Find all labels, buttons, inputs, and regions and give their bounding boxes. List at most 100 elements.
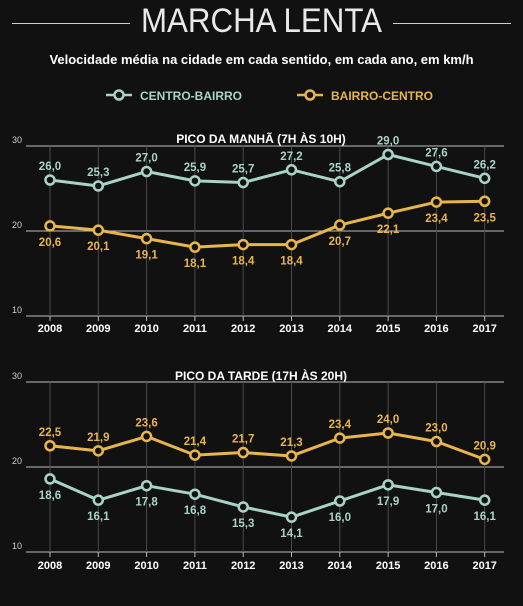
data-label: 16,1 [474, 511, 497, 523]
data-point [92, 180, 105, 192]
data-point [44, 220, 56, 232]
x-tick-label: 2013 [279, 323, 303, 335]
panel-title: PICO DA MANHÃ (7H ÀS 10H) [176, 131, 346, 146]
data-label: 22,1 [377, 224, 400, 236]
data-label: 25,8 [329, 163, 352, 175]
data-point [478, 172, 491, 185]
data-label: 15,3 [232, 518, 254, 530]
data-point [382, 148, 394, 161]
title-rule-left [12, 23, 130, 24]
data-label: 16,0 [329, 512, 351, 524]
data-point [430, 160, 443, 173]
data-label: 21,7 [232, 434, 254, 446]
data-label: 18,1 [184, 258, 207, 270]
data-point [44, 440, 56, 452]
data-label: 26,2 [474, 159, 496, 171]
data-label: 18,4 [280, 256, 303, 268]
data-label: 19,1 [135, 250, 158, 262]
series-line [49, 431, 486, 461]
data-point [478, 494, 491, 506]
data-point [334, 175, 346, 188]
x-tick-label: 2011 [183, 323, 207, 335]
data-label: 23,5 [474, 212, 497, 224]
page-subtitle: Velocidade média na cidade em cada senti… [49, 52, 474, 67]
panel-title: PICO DA TARDE (17H ÀS 20H) [175, 368, 347, 383]
data-point [334, 219, 346, 231]
data-point [285, 450, 298, 462]
x-tick-label: 2016 [424, 323, 448, 335]
y-tick-label: 10 [12, 541, 22, 551]
data-label: 24,0 [377, 414, 399, 426]
x-tick-label: 2008 [38, 560, 62, 572]
series-1: 26,0 25,3 27,0 25,9 25,7 27,2 25,8 29,0 27,6 26,2 [39, 136, 496, 192]
data-point [478, 453, 491, 466]
series-line [49, 199, 485, 249]
data-label: 25,7 [232, 164, 254, 176]
data-point [92, 224, 105, 236]
data-label: 20,6 [39, 237, 61, 249]
title-rule-right [393, 23, 511, 24]
data-point [430, 196, 443, 208]
data-label: 21,9 [87, 432, 109, 444]
x-tick-label: 2012 [231, 323, 255, 335]
data-point [237, 446, 249, 459]
data-point [430, 435, 443, 448]
data-label: 25,9 [184, 162, 206, 174]
legend-label: BAIRRO-CENTRO [331, 89, 433, 103]
data-label: 20,7 [329, 236, 351, 248]
x-tick-label: 2012 [231, 560, 255, 572]
data-label: 18,6 [39, 490, 61, 502]
data-label: 23,4 [329, 419, 352, 431]
data-label: 18,4 [232, 256, 255, 268]
data-point [44, 174, 56, 186]
chart-panel-2: PICO DA TARDE (17H ÀS 20H) 10 20 30 2008 2009… [12, 368, 504, 572]
data-label: 22,5 [39, 427, 62, 439]
x-tick-label: 2008 [38, 323, 62, 335]
data-point [285, 238, 298, 251]
legend-label: CENTRO-BAIRRO [140, 89, 242, 103]
data-label: 27,2 [280, 151, 302, 163]
data-point [140, 479, 153, 492]
legend-item-2: BAIRRO-CENTRO [297, 89, 433, 103]
data-label: 14,1 [280, 528, 303, 540]
data-point [478, 195, 491, 207]
data-label: 23,6 [135, 417, 157, 429]
x-tick-label: 2010 [134, 323, 158, 335]
data-point [92, 494, 105, 506]
x-tick-label: 2015 [376, 560, 400, 572]
data-label: 20,1 [87, 241, 110, 253]
x-tick-label: 2009 [86, 323, 110, 335]
legend-item-1: CENTRO-BAIRRO [106, 89, 242, 103]
data-point [285, 164, 298, 176]
data-point [189, 449, 201, 461]
chart-panel-1: PICO DA MANHÃ (7H ÀS 10H) 10 20 30 2008 2009 2… [12, 131, 504, 335]
data-label: 17,0 [425, 504, 447, 516]
y-tick-label: 30 [12, 135, 22, 145]
x-tick-label: 2013 [279, 560, 303, 572]
x-tick-label: 2017 [472, 323, 496, 335]
x-tick-label: 2009 [86, 560, 110, 572]
x-tick-label: 2014 [328, 560, 353, 572]
legend-marker [304, 89, 316, 101]
data-label: 21,3 [280, 437, 302, 449]
x-tick-label: 2011 [183, 560, 207, 572]
data-label: 27,6 [425, 147, 447, 159]
data-point [189, 241, 201, 253]
data-label: 29,0 [377, 136, 399, 148]
data-point [334, 432, 346, 444]
data-label: 27,0 [135, 153, 157, 165]
data-point [92, 445, 105, 457]
y-tick-label: 20 [12, 456, 22, 466]
legend-marker [113, 89, 125, 101]
data-point [382, 207, 394, 219]
data-point [285, 511, 298, 523]
data-label: 16,8 [184, 505, 207, 517]
data-point [382, 479, 394, 491]
data-point [237, 238, 249, 251]
data-label: 25,3 [87, 167, 109, 179]
data-point [44, 473, 56, 485]
data-point [430, 486, 443, 499]
data-label: 23,4 [425, 213, 448, 225]
series-2: 20,6 20,1 19,1 18,1 18,4 18,4 20,7 22,1 23,4 23,5 [39, 195, 497, 270]
